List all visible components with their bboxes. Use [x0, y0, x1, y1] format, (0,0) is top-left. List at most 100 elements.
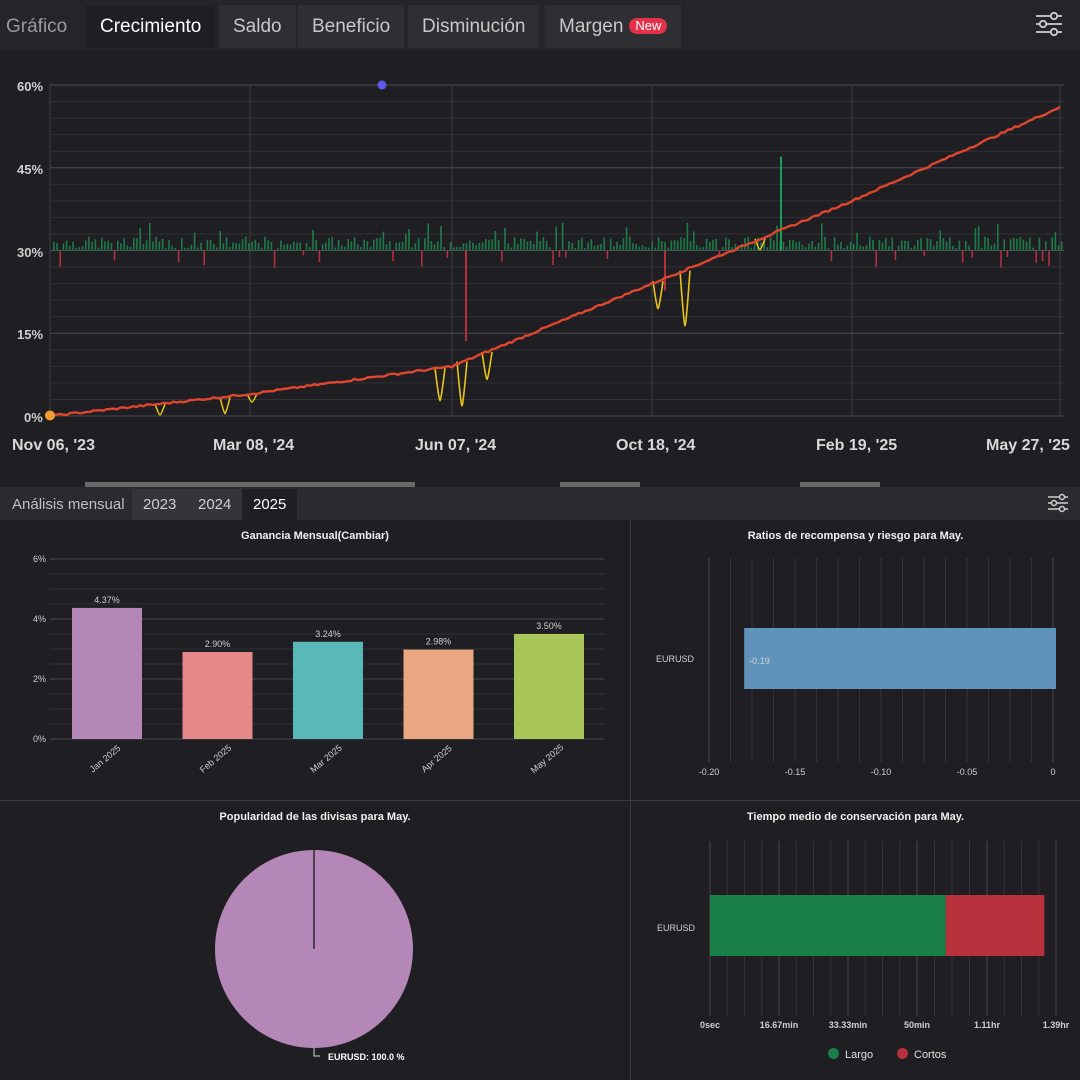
y-tick-label: 45%	[17, 162, 44, 177]
tab-year-2025[interactable]: 2025	[242, 489, 298, 520]
daily-gain-bar	[309, 247, 311, 251]
daily-gain-bar	[481, 242, 484, 251]
daily-gain-bar	[261, 247, 263, 251]
daily-gain-bar	[497, 239, 500, 251]
tab-disminucion[interactable]: Disminución	[408, 5, 540, 48]
daily-gain-bar	[62, 243, 65, 251]
daily-loss-bar	[606, 250, 609, 259]
daily-gain-bar	[904, 240, 906, 251]
daily-gain-bar	[373, 239, 375, 251]
daily-gain-bar	[680, 237, 682, 251]
tab-beneficio[interactable]: Beneficio	[298, 5, 405, 48]
daily-gain-bar	[72, 241, 74, 251]
daily-gain-bar	[485, 239, 487, 251]
daily-gain-bar	[597, 244, 599, 251]
daily-gain-bar	[837, 244, 839, 251]
drawdown-spike	[154, 403, 166, 416]
daily-gain-bar	[705, 238, 708, 251]
daily-gain-bar	[293, 241, 295, 251]
tab-label: Beneficio	[312, 16, 391, 37]
legend-item-cortos[interactable]: Cortos	[897, 1048, 946, 1061]
filter-settings-icon[interactable]	[1034, 10, 1064, 38]
daily-gain-bar	[168, 240, 170, 251]
daily-gain-bar	[219, 230, 221, 251]
daily-gain-bar	[689, 240, 692, 251]
daily-gain-bar	[523, 239, 525, 251]
daily-gain-bar	[229, 247, 231, 251]
daily-gain-bar	[104, 241, 106, 251]
daily-gain-bar	[654, 247, 657, 251]
tab-crecimiento[interactable]: Crecimiento	[86, 5, 216, 48]
daily-loss-bar	[177, 250, 180, 262]
daily-gain-bar	[536, 231, 538, 251]
holding-bar-cortos	[945, 895, 1045, 956]
daily-gain-bar	[629, 236, 631, 251]
daily-gain-bar	[225, 237, 228, 251]
daily-gain-bar	[734, 243, 737, 251]
daily-gain-bar	[507, 243, 509, 251]
daily-gain-bar	[433, 244, 436, 251]
filter-settings-icon[interactable]	[1046, 492, 1070, 514]
daily-gain-bar	[267, 240, 269, 251]
daily-loss-bar	[1006, 250, 1009, 257]
daily-loss-bar	[318, 250, 321, 262]
daily-gain-bar	[1019, 237, 1021, 251]
daily-gain-bar	[517, 243, 519, 251]
risk-reward-chart: -0.20 -0.15 -0.10 -0.05 0 -0.19 EURUSD	[656, 558, 1056, 777]
daily-gain-bar	[245, 236, 247, 251]
daily-gain-bar	[574, 248, 577, 251]
daily-gain-bar	[405, 233, 407, 251]
legend-label: Cortos	[914, 1049, 947, 1061]
daily-gain-bar	[952, 245, 954, 251]
daily-gain-bar	[542, 237, 545, 251]
daily-loss-bar	[465, 250, 467, 342]
daily-gain-bar	[1013, 237, 1015, 251]
daily-gain-bar	[139, 227, 141, 251]
daily-gain-bar	[917, 239, 919, 251]
daily-gain-bar	[149, 223, 151, 251]
monthly-gain-chart: 0% 2% 4% 6% 4.37% Jan 2025 2.90% Feb 2025 3.24% M…	[33, 554, 604, 775]
daily-gain-bar	[312, 229, 314, 251]
daily-gain-bar	[955, 248, 957, 251]
daily-gain-bar	[379, 237, 381, 251]
daily-gain-bar	[1022, 239, 1025, 251]
daily-gain-bar	[859, 245, 861, 251]
y-tick-label: 60%	[17, 79, 44, 94]
tab-saldo[interactable]: Saldo	[219, 5, 296, 48]
tab-year-2024[interactable]: 2024	[187, 489, 243, 520]
tab-margen[interactable]: Margen New	[545, 5, 682, 48]
daily-gain-bar	[408, 229, 410, 251]
tab-year-2023[interactable]: 2023	[132, 489, 188, 520]
tab-label: Margen	[559, 16, 624, 37]
daily-gain-bar	[136, 238, 138, 251]
daily-gain-bar	[840, 242, 842, 251]
tab-label: Crecimiento	[100, 16, 202, 37]
daily-gain-bar	[603, 237, 605, 251]
tab-grafico[interactable]: Gráfico	[0, 5, 73, 48]
daily-gain-bar	[862, 246, 865, 251]
daily-gain-bar	[753, 241, 756, 251]
daily-gain-bar	[283, 244, 285, 251]
daily-gain-bar	[472, 242, 474, 251]
daily-gain-bar	[664, 242, 666, 251]
daily-loss-bar	[1048, 250, 1050, 266]
daily-loss-bar	[830, 250, 833, 262]
daily-gain-bar	[981, 247, 983, 251]
daily-gain-bar	[443, 247, 445, 251]
daily-gain-bar	[945, 241, 948, 251]
daily-gain-bar	[78, 247, 81, 251]
daily-gain-bar	[286, 243, 289, 251]
daily-gain-bar	[613, 246, 615, 251]
x-tick-label: Mar 2025	[308, 743, 344, 775]
daily-gain-bar	[110, 243, 113, 251]
x-tick-label: May 27, '25	[986, 437, 1070, 454]
daily-gain-bar	[926, 238, 929, 251]
legend-item-largo[interactable]: Largo	[828, 1048, 873, 1061]
daily-gain-bar	[120, 243, 122, 251]
daily-gain-bar	[337, 239, 340, 251]
daily-gain-bar	[936, 241, 938, 251]
daily-gain-bar	[987, 237, 989, 251]
daily-gain-bar	[88, 236, 90, 251]
daily-gain-bar	[910, 248, 913, 251]
x-tick-label: 50min	[904, 1020, 930, 1030]
